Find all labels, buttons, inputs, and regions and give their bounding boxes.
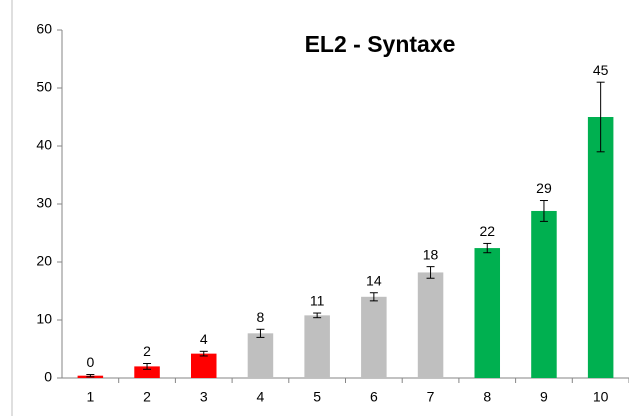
data-label: 22 [479,223,495,239]
chart-title: EL2 - Syntaxe [305,31,456,57]
y-tick-label: 40 [36,137,52,153]
x-tick-label: 7 [427,389,435,405]
bar [587,117,614,378]
x-tick-label: 10 [593,389,609,405]
y-tick-label: 60 [36,21,52,37]
bar [134,366,160,378]
bar [417,272,444,378]
y-tick-label: 50 [36,79,52,95]
data-label: 14 [366,272,382,288]
data-label: 2 [143,343,151,359]
data-label: 11 [310,293,325,309]
data-label: 4 [200,331,208,347]
x-tick-label: 9 [540,389,548,405]
y-tick-label: 0 [44,369,52,385]
bar [531,210,557,378]
bar [361,296,387,378]
y-tick-label: 10 [36,311,52,327]
bar [190,353,217,378]
x-tick-label: 5 [313,389,321,405]
bar [474,248,501,378]
data-label: 18 [423,246,439,262]
y-tick-label: 20 [36,253,52,269]
x-tick-label: 8 [483,389,491,405]
data-label: 0 [86,354,94,370]
bar [304,315,330,378]
x-tick-label: 2 [143,389,151,405]
data-label: 8 [257,309,265,325]
x-tick-label: 3 [200,389,208,405]
x-tick-label: 4 [257,389,265,405]
bar [247,333,274,378]
y-tick-label: 30 [36,195,52,211]
x-tick-label: 6 [370,389,378,405]
x-tick-label: 1 [86,389,94,405]
data-label: 45 [593,62,609,78]
data-label: 29 [536,180,552,196]
